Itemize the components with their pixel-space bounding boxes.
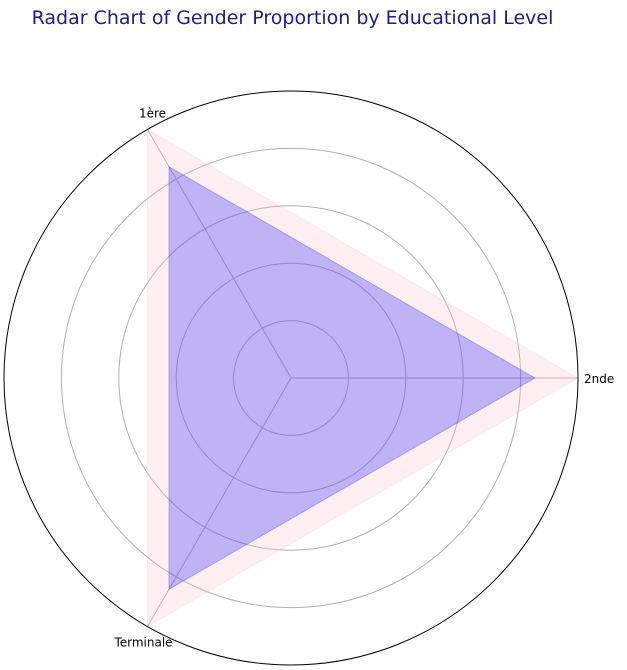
- axis-label-2nde: 2nde: [584, 372, 614, 386]
- axis-labels: 2nde 1ère Terminale: [113, 106, 614, 649]
- series-area-2: [168, 165, 537, 591]
- axis-label-Terminale: Terminale: [113, 636, 172, 650]
- axis-label-1ère: 1ère: [139, 106, 166, 120]
- spoke-1: [147, 129, 292, 379]
- spoke-2: [147, 377, 292, 627]
- series-layer: [147, 128, 580, 628]
- radial-grid: [60, 129, 578, 627]
- series-area-1: [147, 128, 580, 628]
- radar-outer-ring: [3, 90, 579, 666]
- chart-title: Radar Chart of Gender Proportion by Educ…: [31, 7, 554, 29]
